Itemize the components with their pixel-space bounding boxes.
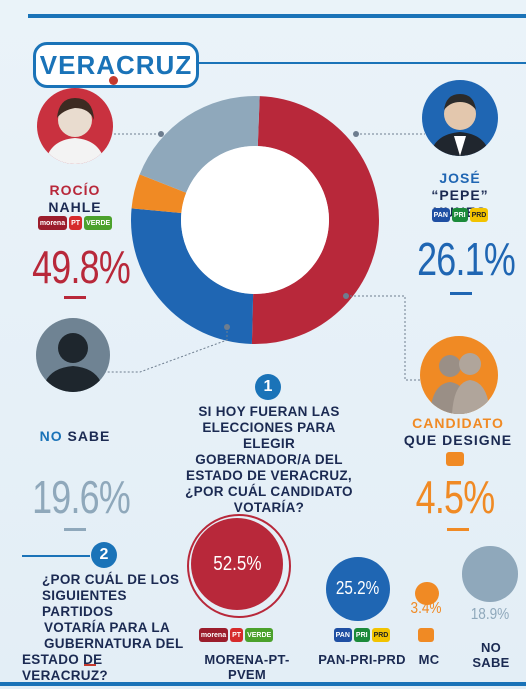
person-photo-icon: [430, 94, 490, 156]
silhouette-pair-icon: [430, 353, 490, 414]
nosabe-bubble-value: 18.9%: [470, 606, 510, 623]
nosabe-pct-underline: [64, 528, 86, 531]
mc-bubble-value: 3.4%: [410, 600, 442, 617]
q2-line: ¿POR CUÁL DE LOS: [42, 572, 180, 587]
mc-name: CANDIDATO QUE DESIGNE: [400, 415, 516, 449]
question-1-text: SI HOY FUERAN LAS ELECCIONES PARA ELEGIR…: [180, 404, 358, 516]
morena-bubble-value: 52.5%: [212, 552, 262, 575]
prd-logo: PRD: [371, 628, 391, 642]
pvem-logo: VERDE: [84, 216, 113, 230]
nahle-last-name: NAHLE: [48, 199, 102, 215]
morena-bubble-ring: [187, 514, 291, 618]
state-title: VERACRUZ: [39, 49, 193, 80]
nosabe-label-2: NO SABE: [466, 640, 516, 670]
pan-logo: PAN: [431, 208, 450, 222]
mc-avatar: [420, 336, 498, 414]
nahle-name: ROCÍO NAHLE: [20, 182, 130, 216]
pan-party-logos: PAN PRI PRD: [332, 628, 392, 642]
nahle-first-name: ROCÍO: [49, 182, 101, 198]
nahle-avatar: [37, 88, 113, 164]
question-2-number: 2: [91, 542, 117, 568]
yunes-pct-underline: [450, 292, 472, 295]
nosabe-label-a: NO: [39, 428, 63, 444]
question-2-text: ¿POR CUÁL DE LOS SIGUIENTES PARTIDOS VOT…: [22, 572, 190, 684]
top-rule: [28, 14, 526, 18]
pt-logo: PT: [69, 216, 83, 230]
pan-label: PAN-PRI-PRD: [318, 652, 406, 667]
yunes-avatar: [422, 80, 498, 156]
nosabe-avatar: [36, 318, 110, 392]
mc-bubble: [415, 582, 439, 606]
q1-line: ESTADO DE VERACRUZ,: [186, 468, 352, 483]
donut-slice-yunes: [131, 208, 254, 344]
nosabe-label: NO SABE: [30, 428, 120, 445]
donut-slice-nahle: [251, 96, 379, 344]
question-1-number: 1: [255, 374, 281, 400]
nosabe-label-b: SABE: [67, 428, 111, 444]
nosabe-bubble: [462, 546, 518, 602]
morena-bubble: 52.5%: [191, 518, 283, 610]
pan-logo: PAN: [333, 628, 352, 642]
pt-logo: PT: [230, 628, 244, 642]
q2-line: GUBERNATURA DEL: [44, 636, 184, 651]
nahle-pct-underline: [64, 296, 86, 299]
mc-logo: [446, 452, 464, 466]
yunes-party-logos: PAN PRI PRD: [430, 208, 490, 222]
morena-label: MORENA-PT-PVEM: [204, 652, 290, 682]
q1-line: VOTARÍA?: [233, 500, 305, 515]
q1-line: SI HOY FUERAN LAS: [198, 404, 340, 419]
morena-party-logos: morena PT VERDE: [198, 628, 274, 642]
person-photo-icon: [45, 98, 105, 164]
nosabe-pct: 19.6%: [32, 471, 131, 523]
mc-pct-underline: [447, 528, 469, 531]
q1-line: ¿POR CUÁL CANDIDATO: [185, 484, 353, 499]
title-rule: [196, 62, 526, 64]
morena-logo: morena: [37, 216, 68, 230]
mc-pct: 4.5%: [415, 471, 495, 523]
donut-slice-mc: [131, 174, 187, 214]
pan-bubble-value: 25.2%: [336, 578, 380, 599]
mc-party-logo: [418, 628, 434, 642]
q2-line: ESTADO DE VERACRUZ?: [22, 652, 108, 683]
prd-logo: PRD: [469, 208, 489, 222]
yunes-pct: 26.1%: [417, 233, 516, 285]
candidate-donut-chart: [131, 95, 379, 344]
nosabe-label-2a: NO: [480, 640, 502, 655]
donut-hole: [181, 146, 329, 294]
pri-logo: PRI: [451, 208, 468, 222]
pvem-logo: VERDE: [245, 628, 274, 642]
silhouette-icon: [42, 333, 104, 392]
pan-bubble: 25.2%: [326, 557, 390, 621]
morena-logo: morena: [198, 628, 229, 642]
q1-line: ELECCIONES PARA ELEGIR: [202, 420, 336, 451]
pri-logo: PRI: [353, 628, 370, 642]
q2-line: VOTARÍA PARA LA: [44, 620, 170, 635]
q1-line: GOBERNADOR/A DEL: [195, 452, 343, 467]
mc-first-name: CANDIDATO: [412, 415, 504, 431]
yunes-first-name: JOSÉ: [439, 170, 481, 186]
nosabe-label-2b: SABE: [472, 655, 510, 670]
q2-rule-left: [22, 555, 90, 557]
mc-last-name: QUE DESIGNE: [403, 432, 513, 448]
mc-label: MC: [418, 652, 440, 667]
donut-slice-nosabe: [139, 95, 260, 193]
title-dot: [109, 76, 118, 85]
bottom-rule: [0, 682, 526, 686]
q2-accent: [84, 664, 96, 666]
nahle-party-logos: morena PT VERDE: [37, 216, 113, 230]
nahle-pct: 49.8%: [32, 241, 131, 293]
q2-line: SIGUIENTES PARTIDOS: [42, 588, 127, 619]
